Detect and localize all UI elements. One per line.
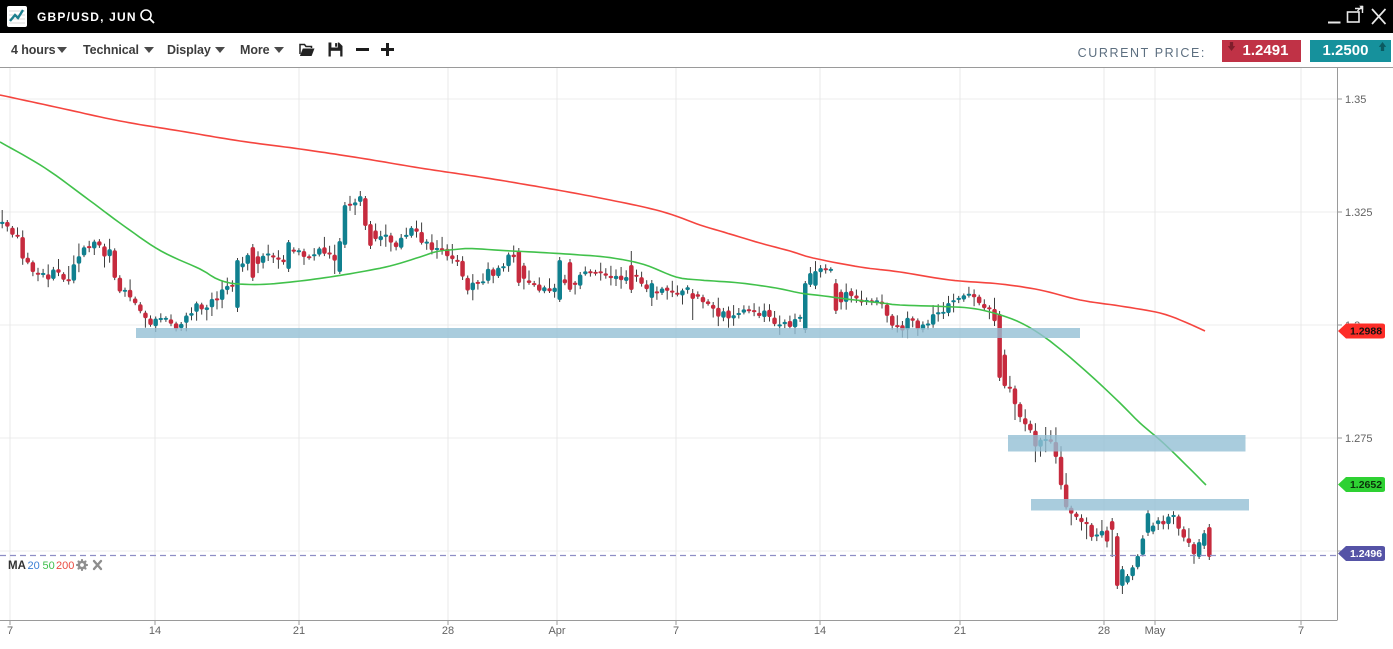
svg-text:7: 7 <box>673 625 679 637</box>
svg-text:200: 200 <box>56 560 74 572</box>
svg-text:1.2496: 1.2496 <box>1350 548 1382 560</box>
svg-text:20: 20 <box>28 560 40 572</box>
svg-text:1.325: 1.325 <box>1345 207 1373 219</box>
svg-text:1.35: 1.35 <box>1345 94 1366 106</box>
svg-text:28: 28 <box>442 625 454 637</box>
svg-text:1.2988: 1.2988 <box>1350 326 1382 338</box>
svg-text:1.275: 1.275 <box>1345 433 1373 445</box>
svg-text:May: May <box>1145 625 1166 637</box>
svg-text:14: 14 <box>149 625 161 637</box>
svg-text:50: 50 <box>43 560 55 572</box>
svg-text:7: 7 <box>1298 625 1304 637</box>
svg-text:21: 21 <box>293 625 305 637</box>
svg-text:MA: MA <box>8 560 26 572</box>
svg-text:7: 7 <box>7 625 13 637</box>
svg-text:28: 28 <box>1098 625 1110 637</box>
svg-text:1.2652: 1.2652 <box>1350 479 1382 491</box>
svg-text:14: 14 <box>814 625 826 637</box>
svg-text:21: 21 <box>954 625 966 637</box>
svg-text:Apr: Apr <box>548 625 565 637</box>
